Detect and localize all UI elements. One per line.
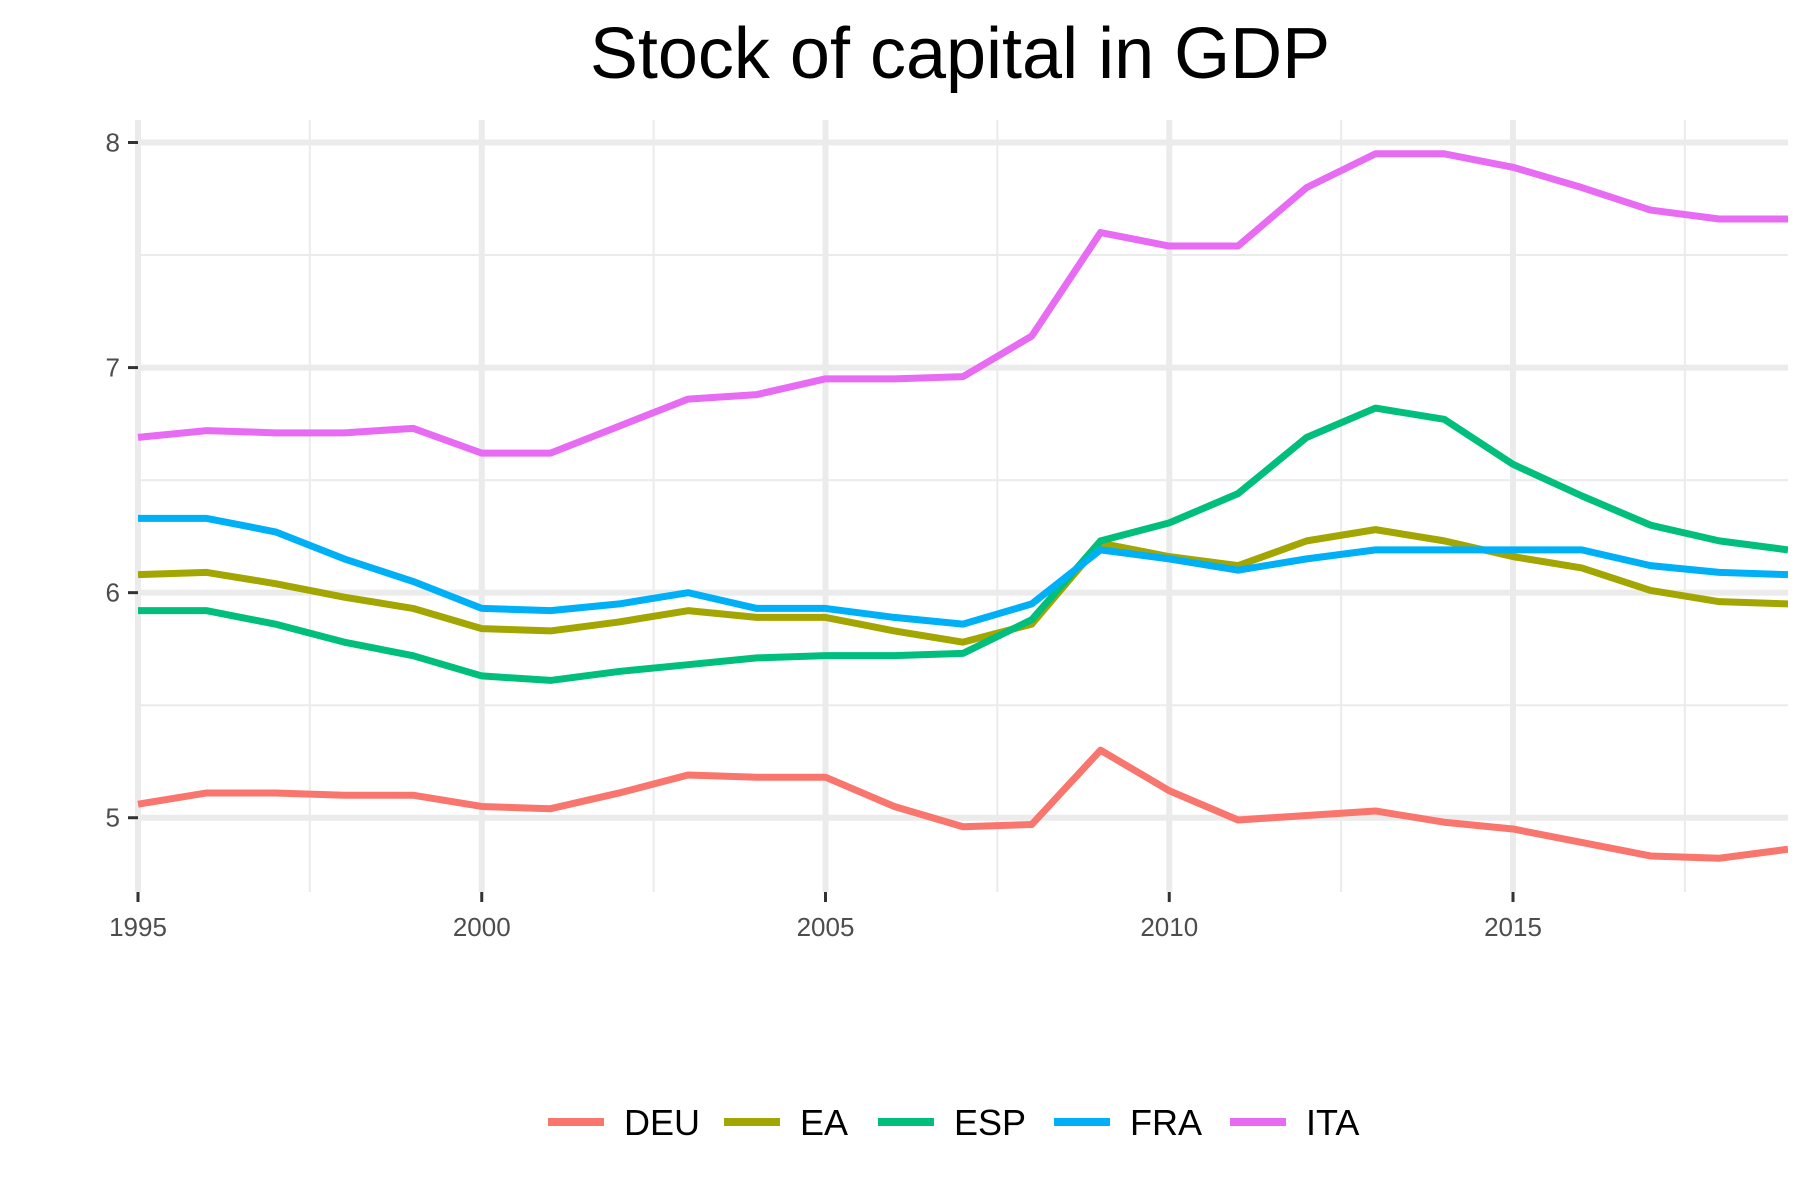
x-tick-label: 2000 xyxy=(453,912,511,942)
y-tick-label: 5 xyxy=(106,803,120,833)
y-tick-label: 6 xyxy=(106,578,120,608)
legend-item-ita: ITA xyxy=(1230,1102,1359,1143)
y-tick-label: 8 xyxy=(106,128,120,158)
series-line-esp xyxy=(138,404,1788,684)
chart-title: Stock of capital in GDP xyxy=(590,14,1330,94)
legend: DEU EA ESP FRA ITA xyxy=(548,1102,1359,1143)
series-line-ita xyxy=(137,150,1788,457)
x-tick-label: 2015 xyxy=(1484,912,1542,942)
legend-label-esp: ESP xyxy=(954,1102,1026,1143)
series-lines xyxy=(137,150,1788,862)
legend-label-fra: FRA xyxy=(1130,1102,1202,1143)
legend-item-deu: DEU xyxy=(548,1102,700,1143)
legend-label-deu: DEU xyxy=(624,1102,700,1143)
x-tick-label: 2005 xyxy=(797,912,855,942)
legend-label-ita: ITA xyxy=(1306,1102,1359,1143)
grid xyxy=(135,120,1788,892)
legend-item-esp: ESP xyxy=(878,1102,1026,1143)
legend-label-ea: EA xyxy=(800,1102,848,1143)
series-line-deu xyxy=(137,746,1788,862)
legend-item-fra: FRA xyxy=(1054,1102,1202,1143)
x-tick-label: 1995 xyxy=(109,912,167,942)
series-line-ea xyxy=(137,526,1788,646)
x-tick-label: 2010 xyxy=(1140,912,1198,942)
series-line-fra xyxy=(138,514,1788,628)
y-tick-label: 7 xyxy=(106,353,120,383)
legend-item-ea: EA xyxy=(724,1102,848,1143)
axes: 5 6 7 8 1995 2000 2005 2010 2015 xyxy=(106,128,1542,942)
